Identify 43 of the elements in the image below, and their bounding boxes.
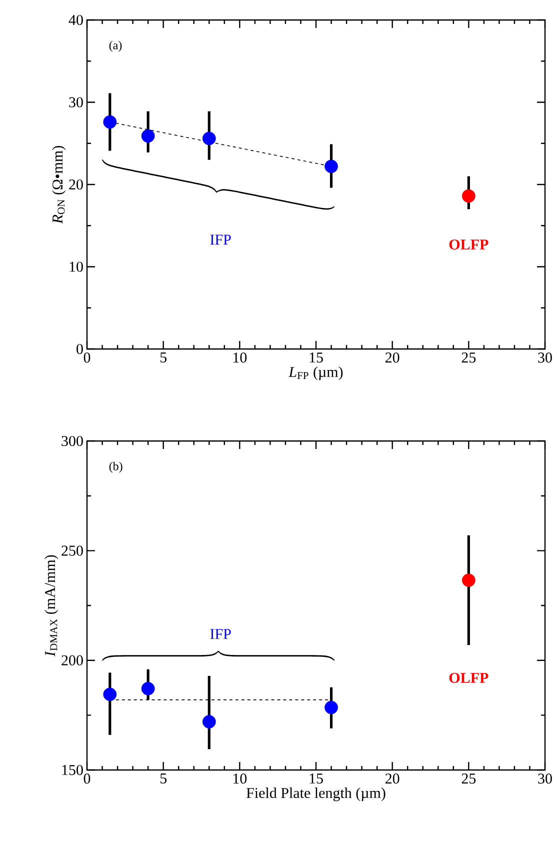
y-tick-label: 200 (62, 655, 83, 666)
x-tick-label: 0 (84, 352, 90, 363)
y-tick-label: 0 (76, 344, 83, 354)
point (462, 574, 476, 587)
point (324, 160, 338, 174)
x-tick-label: 10 (233, 352, 247, 363)
y-tick-label: 300 (62, 436, 83, 446)
annotation: (b) (109, 462, 122, 473)
annotation: (a) (109, 40, 122, 52)
text: OLFP (449, 672, 488, 683)
x-tick-label: 30 (538, 774, 552, 784)
point (202, 715, 216, 728)
y-tick-label: 20 (69, 179, 83, 190)
x-tick-label: 10 (233, 774, 247, 784)
x-tick-label: 5 (160, 774, 167, 784)
x-axis-title: L$_{FP}$ (µm) (288, 366, 343, 380)
point (462, 189, 476, 203)
point (202, 132, 216, 146)
text: IFP (210, 234, 231, 245)
y-tick-label: 30 (69, 97, 83, 108)
point (141, 129, 155, 143)
x-tick-label: 0 (84, 774, 90, 784)
x-tick-label: 25 (462, 774, 476, 784)
point (324, 700, 338, 714)
y-tick-label: 40 (68, 14, 83, 26)
point (141, 682, 155, 696)
y-tick-label: 250 (62, 546, 83, 556)
y-tick-label: 10 (70, 262, 83, 272)
x-tick-label: 20 (385, 774, 400, 784)
x-tick-label: 15 (310, 352, 323, 363)
y-axis-title: I$_{DMAX}$ (mA/mm) (44, 555, 58, 657)
y-tick-label: 150 (62, 764, 83, 776)
x-tick-label: 30 (538, 352, 552, 363)
text: OLFP (449, 240, 488, 250)
x-axis-title: Field Plate length (µm) (246, 787, 386, 802)
x-tick-label: 15 (310, 774, 323, 784)
y-axis-title: R$_{ON}$ (Ω•mm) (52, 146, 66, 224)
x-tick-label: 20 (385, 352, 400, 363)
text: IFP (210, 629, 231, 639)
x-tick-label: 25 (462, 352, 476, 363)
point (103, 688, 117, 702)
point (103, 115, 117, 129)
x-tick-label: 5 (160, 352, 167, 362)
